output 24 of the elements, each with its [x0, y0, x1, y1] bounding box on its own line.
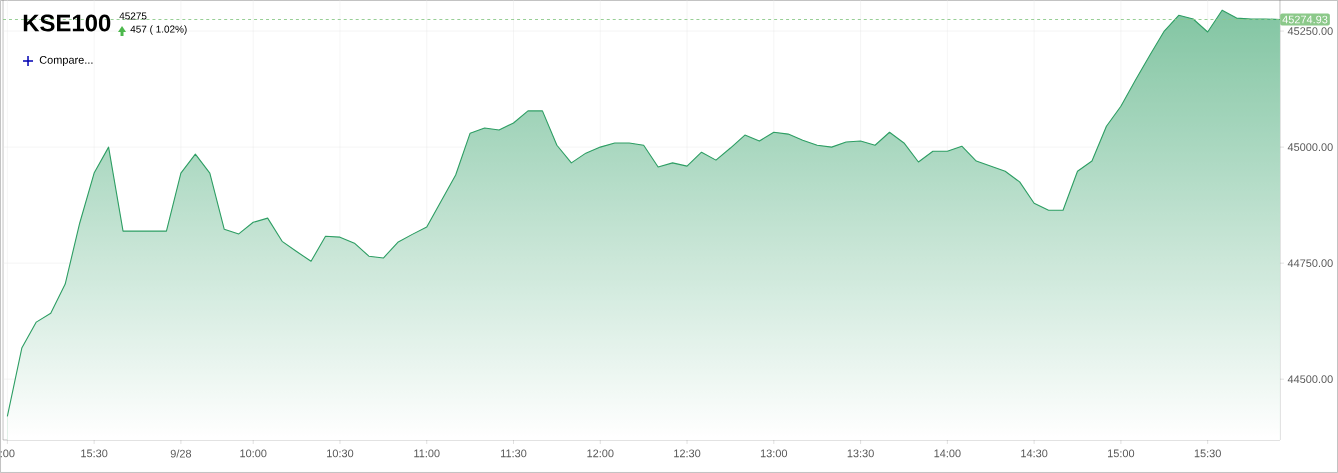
x-tick-label: 13:30 [847, 449, 874, 458]
text: 45275 [119, 12, 147, 20]
x-tick-label: 13:00 [760, 449, 788, 458]
annotation: 457 ( 1.02%) [130, 25, 187, 35]
y-tick-label: 44500.00 [1287, 375, 1333, 384]
y-tick-label: 45000.00 [1287, 143, 1333, 151]
x-tick-label: 15:30 [81, 449, 108, 458]
chart-title: KSE100 [23, 14, 111, 32]
x-tick-label: 12:30 [674, 449, 701, 458]
x-tick-label: 11:30 [501, 449, 527, 458]
x-tick-label: 12:00 [587, 449, 614, 458]
x-tick-label: 10:00 [240, 449, 267, 458]
annotation: Compare... [39, 56, 93, 66]
x-tick-label: 15:30 [1194, 449, 1221, 458]
x-tick-label: 11:00 [414, 449, 440, 458]
y-tick-label: 44750.00 [1287, 259, 1333, 268]
x-tick-label: 15:00 [1108, 449, 1135, 458]
x-tick-label: 14:30 [1021, 449, 1048, 458]
ref-line-label: 45274.93 [1282, 15, 1328, 24]
x-tick-label: 14:00 [934, 449, 961, 458]
y-tick-label: 45250.00 [1287, 27, 1333, 35]
x-tick-label: 9/28 [170, 449, 192, 458]
x-tick-label: 10:30 [327, 449, 354, 458]
x-tick-label: :00 [0, 449, 15, 458]
